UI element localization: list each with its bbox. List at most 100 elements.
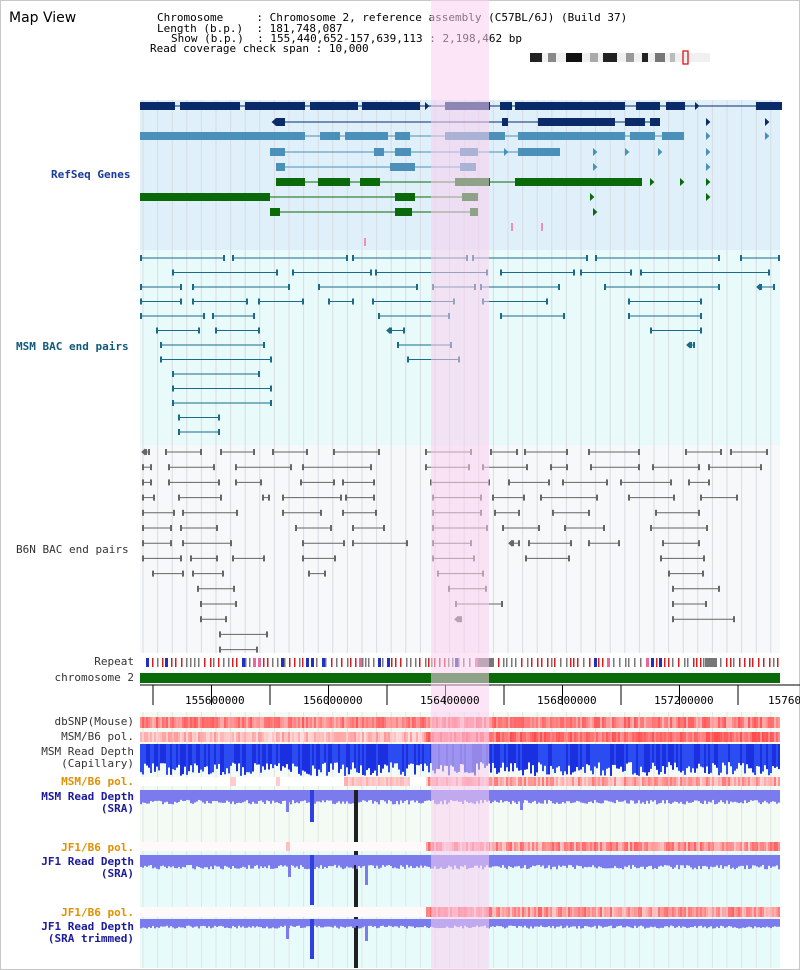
polymorphism-cell [168, 732, 170, 742]
repeat-element [289, 658, 291, 667]
polymorphism-depth-tracks[interactable] [140, 717, 780, 968]
depth-bar [400, 790, 402, 801]
depth-bar [222, 744, 224, 772]
polymorphism-cell [146, 777, 148, 786]
depth-bar [208, 790, 210, 804]
polymorphism-cell [196, 842, 198, 851]
polymorphism-cell [174, 732, 176, 742]
polymorphism-cell [416, 717, 418, 728]
depth-bar [524, 919, 526, 926]
msm-bac-label[interactable]: MSM BAC end pairs [16, 340, 129, 353]
polymorphism-cell [578, 717, 580, 728]
depth-bar [204, 919, 206, 927]
jf1-b6-pol-label: JF1/B6 pol. [61, 841, 134, 854]
polymorphism-cell [634, 777, 636, 786]
repeat-element [583, 658, 585, 667]
polymorphism-cell [398, 842, 400, 851]
depth-bar [336, 744, 338, 763]
polymorphism-cell [248, 842, 250, 851]
depth-bar [626, 919, 628, 927]
polymorphism-cell [394, 717, 396, 728]
bac-end [524, 449, 526, 455]
polymorphism-cell [256, 732, 258, 742]
bac-end [290, 464, 292, 471]
polymorphism-cell [686, 907, 688, 917]
polymorphism-cell [420, 842, 422, 851]
polymorphism-cell [664, 777, 666, 786]
depth-bar [630, 855, 632, 869]
bac-end [182, 570, 184, 577]
polymorphism-cell [570, 777, 572, 786]
chromosome-ideogram[interactable] [530, 50, 710, 65]
polymorphism-cell [378, 907, 380, 917]
bac-arrow [508, 539, 512, 547]
polymorphism-cell [212, 907, 214, 917]
polymorphism-cell [576, 717, 578, 728]
depth-bar [410, 919, 412, 927]
depth-bar [360, 919, 362, 929]
polymorphism-cell [160, 907, 162, 917]
polymorphism-cell [254, 732, 256, 742]
polymorphism-cell [592, 717, 594, 728]
polymorphism-cell [236, 732, 238, 742]
bac-end [145, 449, 147, 455]
depth-bar [314, 744, 316, 769]
polymorphism-cell [268, 842, 270, 851]
depth-bar [280, 919, 282, 927]
depth-bar [512, 744, 514, 772]
polymorphism-cell [356, 777, 358, 786]
polymorphism-cell [710, 907, 712, 917]
gene-strand-arrow [706, 193, 711, 201]
b6n-bac-label[interactable]: B6N BAC end pairs [16, 543, 129, 556]
polymorphism-cell [630, 777, 632, 786]
polymorphism-cell [580, 777, 582, 786]
depth-bar [724, 919, 726, 928]
depth-bar [428, 790, 430, 801]
polymorphism-cell [214, 907, 216, 917]
depth-bar [682, 919, 684, 927]
depth-bar [240, 855, 242, 868]
polymorphism-cell [598, 907, 600, 917]
depth-bar [604, 744, 606, 776]
depth-bar [762, 790, 764, 803]
gene-exon [180, 102, 240, 110]
depth-bar [650, 855, 652, 866]
bac-end [375, 509, 377, 516]
depth-bar [414, 790, 416, 803]
polymorphism-cell [514, 732, 516, 742]
depth-bar [370, 855, 372, 866]
polymorphism-cell [320, 732, 322, 742]
depth-bar [492, 790, 494, 802]
depth-bar [642, 790, 644, 803]
gene-exon [276, 163, 285, 171]
polymorphism-cell [196, 777, 198, 786]
depth-bar [144, 855, 146, 866]
bac-end [150, 479, 152, 486]
polymorphism-cell [172, 907, 174, 917]
depth-bar [632, 744, 634, 775]
depth-bar [266, 919, 268, 927]
depth-bar [350, 919, 352, 927]
polymorphism-cell [568, 842, 570, 851]
depth-bar [520, 855, 522, 869]
depth-bar [672, 919, 674, 927]
refseq-genes-label[interactable]: RefSeq Genes [51, 168, 131, 181]
depth-bar [280, 790, 282, 804]
tick-label: 156000000 [303, 694, 363, 707]
bac-end [548, 479, 550, 486]
polymorphism-cell [728, 717, 730, 728]
bac-end [258, 327, 260, 334]
polymorphism-cell [570, 842, 572, 851]
depth-bar [252, 855, 254, 869]
polymorphism-cell [752, 907, 754, 917]
depth-bar [326, 744, 328, 776]
polymorphism-cell [216, 717, 218, 728]
polymorphism-cell [150, 732, 152, 742]
polymorphism-cell [158, 732, 160, 742]
polymorphism-cell [706, 732, 708, 742]
msm-bac-track[interactable] [140, 255, 780, 435]
depth-bar [772, 855, 774, 867]
depth-bar [656, 790, 658, 805]
bac-end [340, 494, 342, 501]
